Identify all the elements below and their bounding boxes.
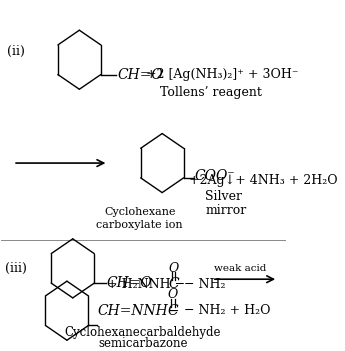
Text: semicarbazone: semicarbazone <box>98 337 188 350</box>
Text: (iii): (iii) <box>5 262 27 275</box>
Text: CH=O: CH=O <box>107 276 152 290</box>
Text: carboxylate ion: carboxylate ion <box>97 220 183 230</box>
Text: − NH₂ + H₂O: − NH₂ + H₂O <box>179 304 270 317</box>
Text: COO⁻: COO⁻ <box>195 169 235 183</box>
Text: +2 [Ag(NH₃)₂]⁺ + 3OH⁻: +2 [Ag(NH₃)₂]⁺ + 3OH⁻ <box>146 68 298 81</box>
Text: Cyclohexanecarbaldehyde: Cyclohexanecarbaldehyde <box>65 326 221 339</box>
Text: Cyclohexane: Cyclohexane <box>104 207 176 217</box>
Text: O: O <box>168 289 178 302</box>
Text: − NH₂: − NH₂ <box>180 278 226 291</box>
Text: mirror: mirror <box>205 204 246 217</box>
Text: Tollens’ reagent: Tollens’ reagent <box>160 86 263 99</box>
Text: CH=NNH−: CH=NNH− <box>98 304 180 318</box>
Text: C: C <box>168 277 179 291</box>
Text: C: C <box>168 304 178 318</box>
Text: (ii): (ii) <box>7 45 25 58</box>
Text: weak acid: weak acid <box>214 264 266 273</box>
Text: CH=O: CH=O <box>117 67 163 81</box>
Text: O: O <box>169 262 179 275</box>
Text: +2Ag↓+ 4NH₃ + 2H₂O: +2Ag↓+ 4NH₃ + 2H₂O <box>189 174 338 187</box>
Text: + H₂NNH −: + H₂NNH − <box>107 278 185 291</box>
Text: Silver: Silver <box>205 190 242 203</box>
